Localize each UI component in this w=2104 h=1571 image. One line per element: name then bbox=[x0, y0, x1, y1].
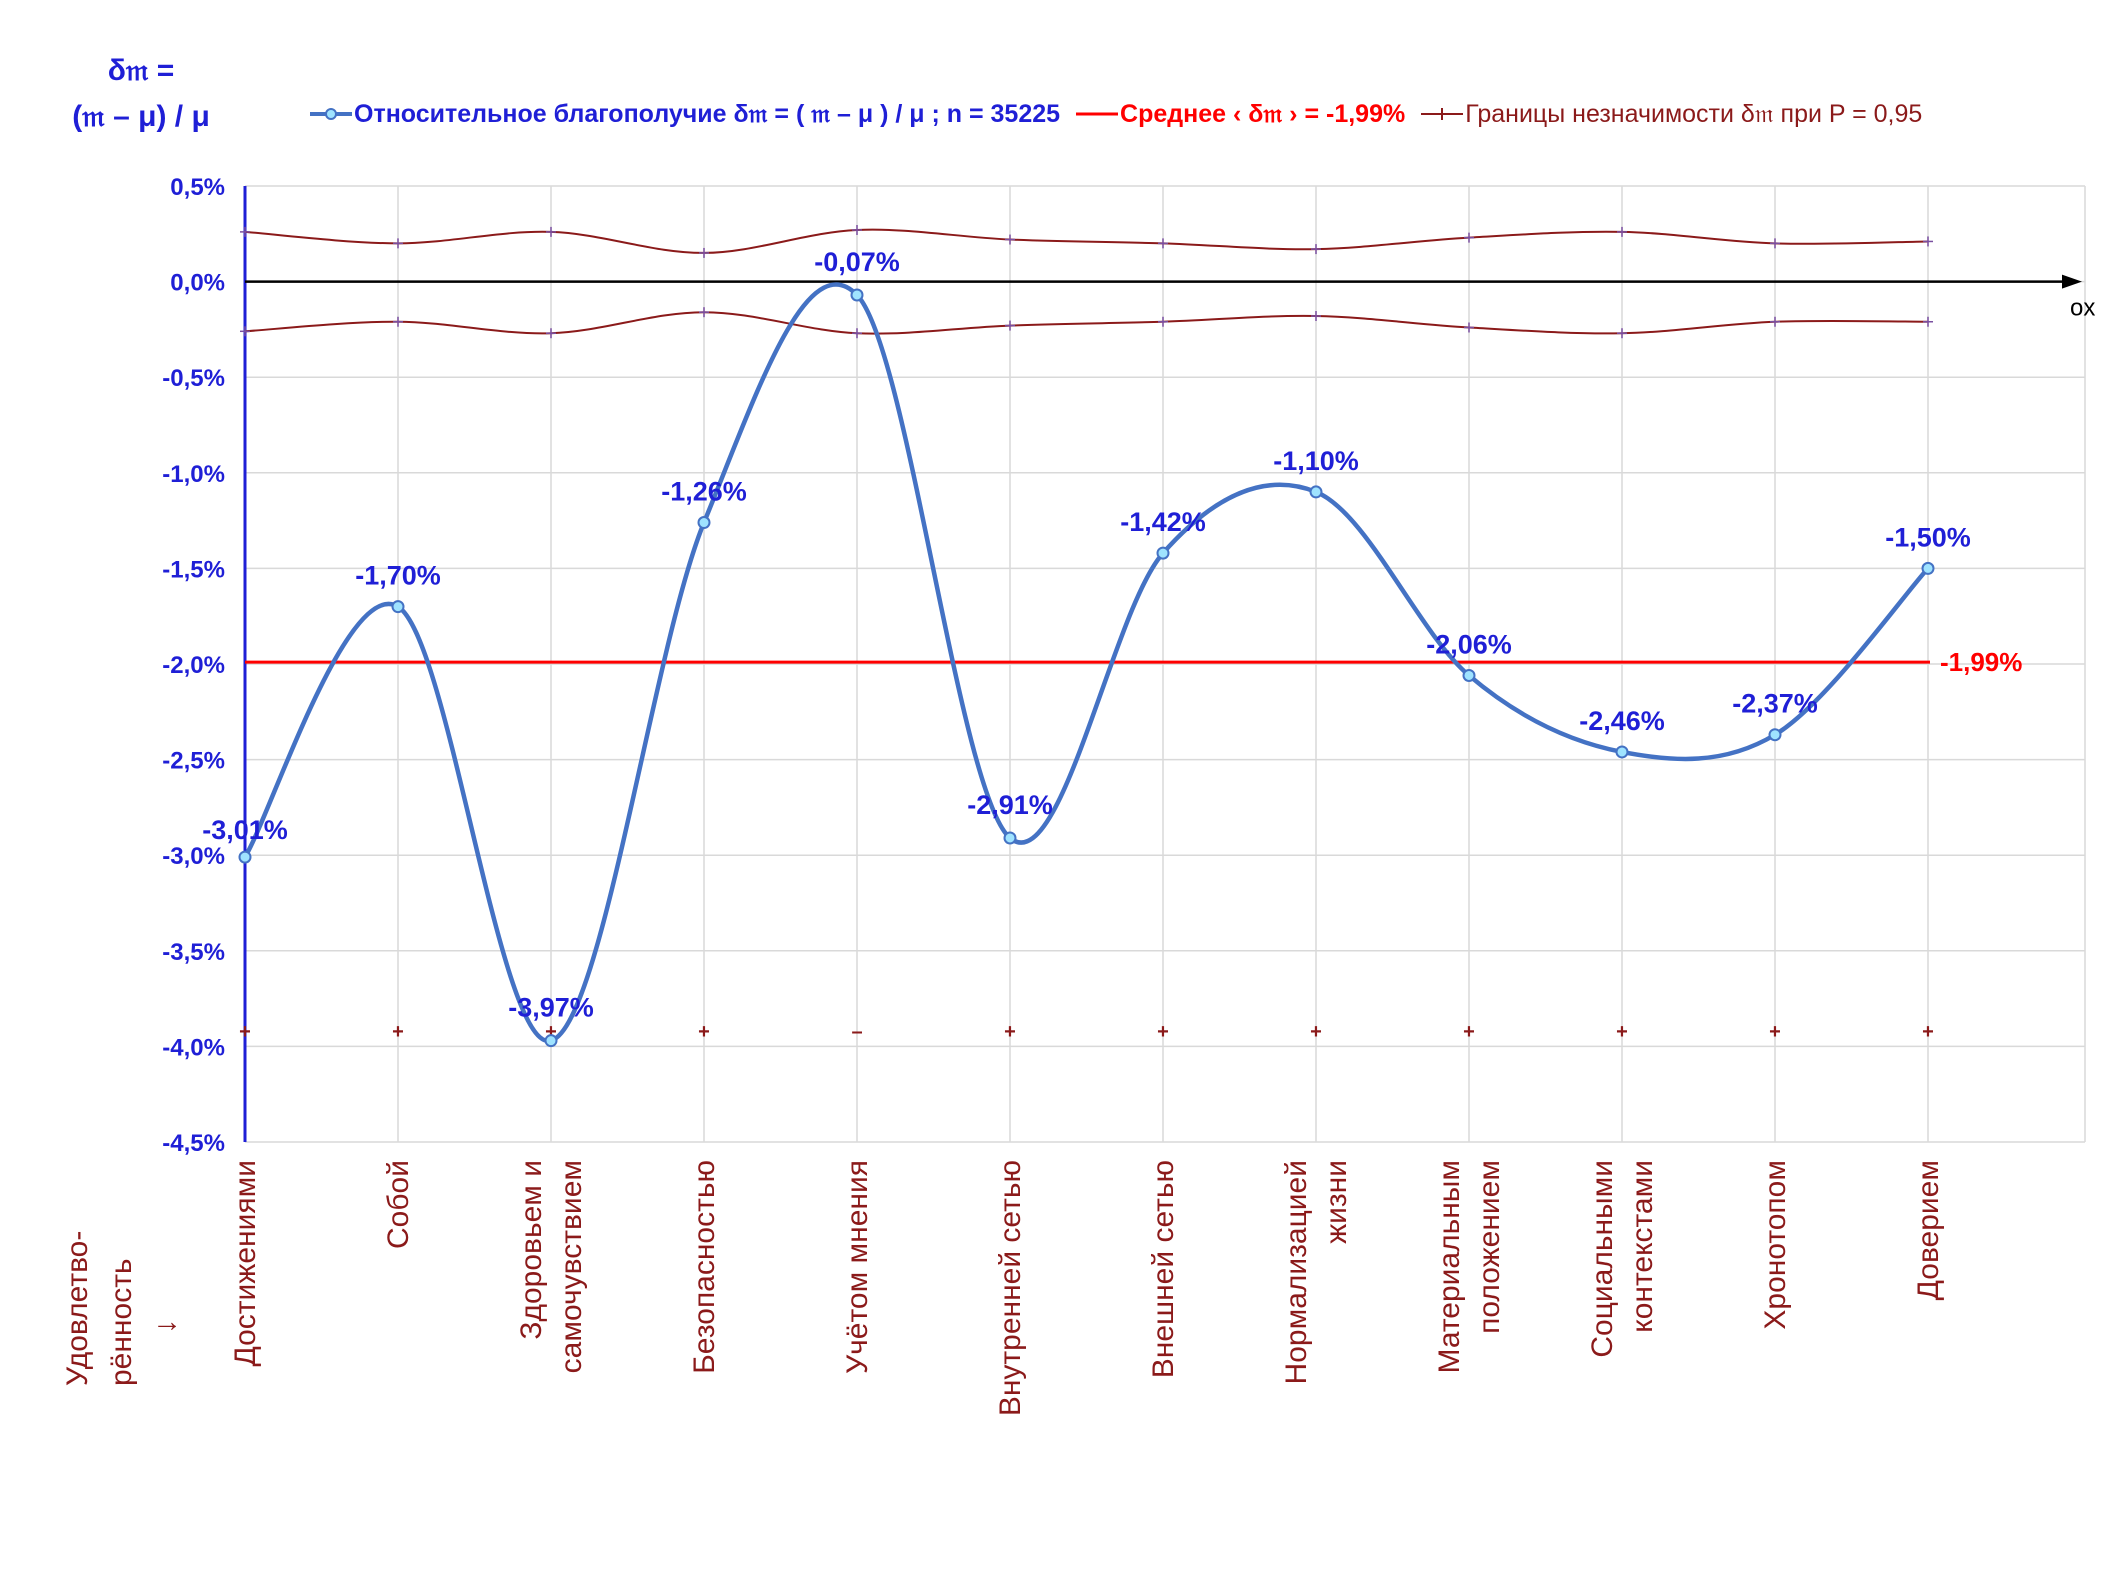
legend-mean-swatch bbox=[1076, 112, 1119, 116]
data-point bbox=[1462, 668, 1476, 682]
legend-item-mean: Среднее ‹ δ𝔪 › = -1,99% bbox=[1074, 100, 1405, 129]
legend-bounds-label: Границы незначимости δ𝔪 при P = 0,95 bbox=[1465, 99, 1923, 128]
significance-marker: + bbox=[1463, 1021, 1475, 1043]
y-tick-label: -3,5% bbox=[162, 939, 225, 966]
data-label: -3,01% bbox=[202, 815, 288, 845]
data-label: -1,26% bbox=[661, 477, 747, 507]
data-point bbox=[238, 850, 252, 864]
category-label: Учётом мнения bbox=[841, 1160, 874, 1374]
category-label: Материальным bbox=[1433, 1160, 1466, 1373]
significance-marker: + bbox=[392, 1021, 404, 1043]
legend-series-swatch bbox=[310, 108, 352, 120]
y-tick-label: -1,5% bbox=[162, 556, 225, 583]
y-tick-label: -3,0% bbox=[162, 843, 225, 870]
data-label: -2,91% bbox=[967, 790, 1053, 820]
legend-mean-label: Среднее ‹ δ𝔪 › = -1,99% bbox=[1120, 99, 1406, 128]
category-label: Доверием bbox=[1912, 1160, 1945, 1300]
bound-line-lower bbox=[244, 311, 1929, 335]
category-label: самочувствием bbox=[555, 1160, 588, 1373]
row-title: Удовлетво- рённость ↓ bbox=[38, 1218, 182, 1398]
significance-marker: + bbox=[1616, 1021, 1628, 1043]
significance-marker: + bbox=[1769, 1021, 1781, 1043]
category-label: положением bbox=[1473, 1160, 1506, 1334]
category-label: Внутренней сетью bbox=[994, 1160, 1027, 1416]
significance-marker: + bbox=[1157, 1021, 1169, 1043]
data-label: -3,97% bbox=[508, 993, 594, 1023]
legend-series-label: Относительное благополучие δ𝔪 = ( 𝔪 – μ … bbox=[354, 99, 1061, 128]
row-title-line3: ↓ bbox=[149, 1319, 182, 1334]
data-label: -2,06% bbox=[1426, 629, 1512, 659]
mean-label: -1,99% bbox=[1940, 647, 2022, 677]
data-point bbox=[1309, 485, 1323, 499]
data-point bbox=[1156, 546, 1170, 560]
data-point bbox=[1921, 561, 1935, 575]
y-tick-label: -2,5% bbox=[162, 748, 225, 775]
y-tick-label: -1,0% bbox=[162, 461, 225, 488]
data-point bbox=[1003, 831, 1017, 845]
significance-marker: + bbox=[1922, 1021, 1934, 1043]
data-point bbox=[544, 1034, 558, 1048]
y-tick-label: 0,5% bbox=[170, 174, 225, 201]
significance-marker: + bbox=[545, 1021, 557, 1043]
series-line bbox=[243, 282, 1930, 1043]
data-point bbox=[697, 516, 711, 530]
y-axis-title-line1: δ𝔪 = bbox=[107, 54, 175, 87]
data-point bbox=[1768, 728, 1782, 742]
category-label: Здоровьем и bbox=[515, 1160, 548, 1340]
y-tick-label: -0,5% bbox=[162, 365, 225, 392]
significance-marker: + bbox=[698, 1021, 710, 1043]
y-tick-label: -4,5% bbox=[162, 1130, 225, 1157]
legend-item-bounds: Границы незначимости δ𝔪 при P = 0,95 bbox=[1419, 100, 1922, 129]
row-title-line2: рённость bbox=[105, 1258, 138, 1386]
row-title-text: Удовлетво- рённость ↓ bbox=[56, 1231, 188, 1386]
category-label: Достижениями bbox=[229, 1160, 262, 1367]
row-title-line1: Удовлетво- bbox=[61, 1230, 94, 1386]
y-axis-title-line2: (𝔪 – μ) / μ bbox=[72, 100, 210, 133]
chart-legend: Относительное благополучие δ𝔪 = ( 𝔪 – μ … bbox=[308, 94, 1936, 134]
data-point bbox=[1615, 745, 1629, 759]
y-tick-label: -2,0% bbox=[162, 652, 225, 679]
data-label: -2,46% bbox=[1579, 706, 1665, 736]
legend-item-series: Относительное благополучие δ𝔪 = ( 𝔪 – μ … bbox=[308, 100, 1060, 129]
data-point bbox=[391, 600, 405, 614]
data-point bbox=[850, 288, 864, 302]
data-label: -1,42% bbox=[1120, 507, 1206, 537]
data-label: -1,50% bbox=[1885, 522, 1971, 552]
x-axis-arrow bbox=[2062, 274, 2082, 289]
y-tick-label: -4,0% bbox=[162, 1034, 225, 1061]
significance-marker: – bbox=[851, 1021, 862, 1043]
data-label: -0,07% bbox=[814, 247, 900, 277]
category-label: Безопасностью bbox=[688, 1160, 721, 1374]
data-label: -1,70% bbox=[355, 561, 441, 591]
category-label: Внешней сетью bbox=[1147, 1160, 1180, 1378]
significance-marker: + bbox=[1004, 1021, 1016, 1043]
y-tick-label: 0,0% bbox=[170, 270, 225, 297]
category-label: Хронотопом bbox=[1759, 1160, 1792, 1330]
x-axis-name: ox bbox=[2070, 295, 2095, 322]
bound-line-upper bbox=[244, 228, 1929, 254]
category-label: контекстами bbox=[1626, 1160, 1659, 1333]
category-label: Нормализацией bbox=[1280, 1160, 1313, 1384]
y-axis-title: δ𝔪 = (𝔪 – μ) / μ bbox=[56, 48, 226, 140]
category-label: Собой bbox=[382, 1160, 415, 1249]
significance-marker: + bbox=[1310, 1021, 1322, 1043]
data-label: -1,10% bbox=[1273, 446, 1359, 476]
category-label: жизни bbox=[1320, 1160, 1353, 1244]
legend-bounds-swatch bbox=[1421, 108, 1464, 120]
significance-marker: + bbox=[239, 1021, 251, 1043]
category-label: Социальными bbox=[1586, 1160, 1619, 1358]
data-label: -2,37% bbox=[1732, 689, 1818, 719]
